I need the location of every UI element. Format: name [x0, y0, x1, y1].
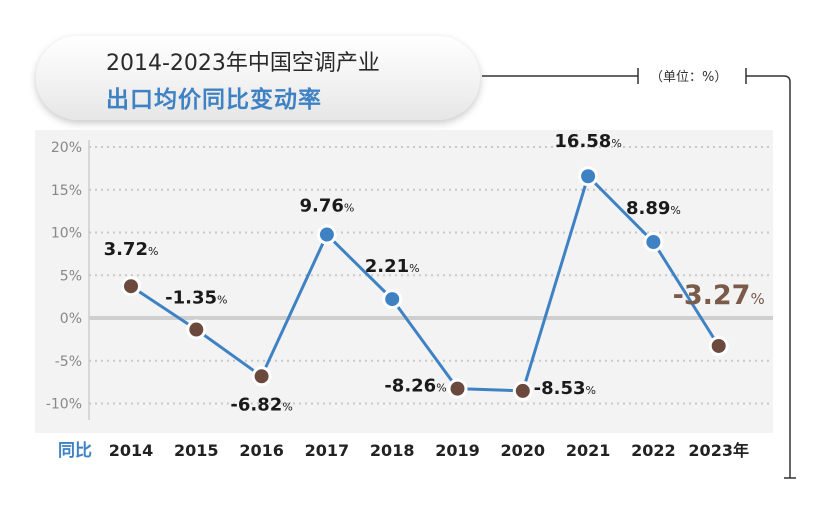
x-tick-label: 2015	[174, 441, 219, 460]
data-label: 2.21%	[365, 256, 420, 277]
x-tick-label: 2019	[435, 441, 480, 460]
y-tick-label: 20%	[51, 140, 82, 156]
x-axis-bar	[35, 433, 773, 466]
data-label: -8.26%	[384, 376, 446, 397]
x-tick-label: 2018	[370, 441, 415, 460]
data-point	[708, 335, 729, 356]
unit-bracket-right	[746, 75, 791, 478]
data-label: 16.58%	[554, 131, 621, 152]
x-tick-label: 2014	[109, 441, 154, 460]
x-tick-label: 2016	[239, 441, 284, 460]
data-point	[186, 319, 207, 340]
x-tick-label: 2022	[631, 441, 676, 460]
data-label: -3.27%	[673, 280, 765, 311]
data-point	[512, 380, 533, 401]
data-point	[643, 231, 664, 252]
y-tick-label: 10%	[51, 226, 82, 242]
data-label: 8.89%	[626, 198, 681, 219]
y-tick-label: -5%	[55, 354, 82, 370]
data-label: -1.35%	[165, 288, 227, 309]
data-label: 3.72%	[104, 239, 159, 260]
title-pill	[36, 36, 480, 120]
chart-title: 2014-2023年中国空调产业	[106, 51, 380, 76]
chart-subtitle: 出口均价同比变动率	[106, 87, 322, 113]
data-label: -8.53%	[534, 378, 596, 399]
data-label: 9.76%	[299, 196, 354, 217]
x-tick-label: 2020	[501, 441, 546, 460]
data-point	[251, 366, 272, 387]
plot-panel	[35, 130, 773, 466]
data-point	[578, 166, 599, 187]
x-tick-label: 2017	[305, 441, 350, 460]
unit-label: （单位：%）	[650, 70, 728, 85]
x-tick-label: 2023年	[688, 441, 749, 460]
y-tick-label: 5%	[60, 268, 82, 284]
data-point	[121, 276, 141, 297]
data-label: -6.82%	[230, 394, 292, 415]
data-point	[382, 289, 403, 310]
series-line	[130, 174, 720, 393]
y-tick-label: 0%	[60, 311, 82, 327]
x-tick-label: 2021	[566, 441, 611, 460]
data-point	[447, 378, 468, 399]
y-tick-label: -10%	[46, 397, 82, 413]
x-axis-label: 同比	[58, 440, 92, 461]
y-tick-label: 15%	[51, 183, 82, 199]
data-point	[316, 224, 337, 245]
